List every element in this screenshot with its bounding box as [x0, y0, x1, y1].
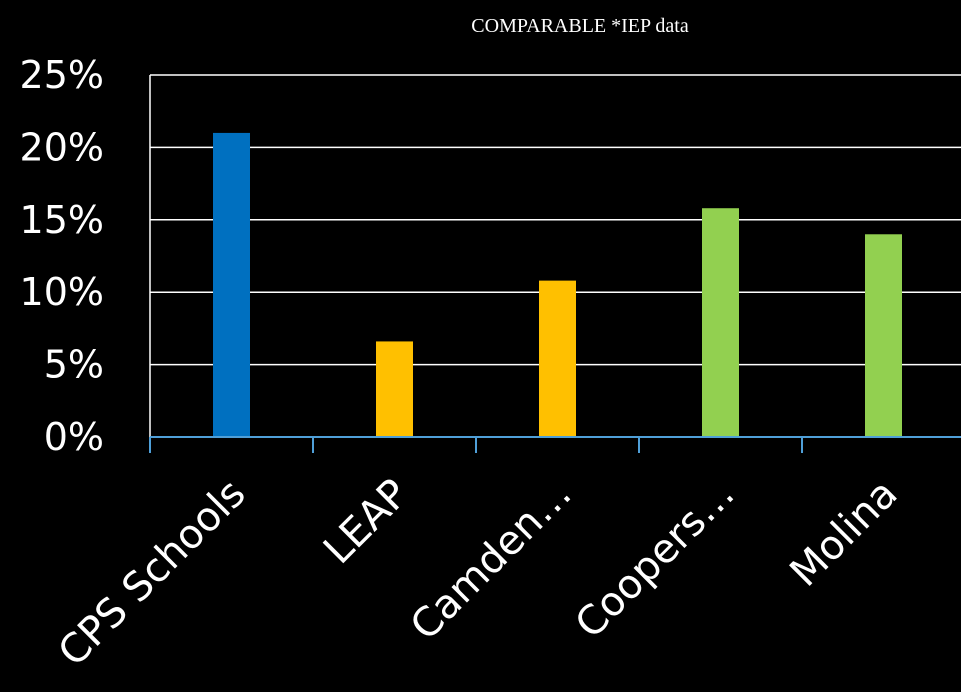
bar-1: [213, 132, 250, 438]
chart-title: COMPARABLE *IEP data: [471, 15, 689, 37]
x-tick-label: LEAP: [315, 471, 418, 574]
y-tick-label: 5%: [44, 343, 104, 387]
x-tick-label: Camden…: [402, 471, 581, 650]
y-tick-label: 10%: [20, 270, 104, 314]
y-tick-label: 20%: [20, 125, 104, 169]
bar-3: [539, 280, 576, 437]
bars: [213, 132, 902, 438]
bar-4: [702, 208, 739, 437]
y-tick-label: 0%: [44, 415, 104, 459]
bar-5: [865, 234, 902, 437]
x-tick-label: CPS Schools: [50, 471, 255, 676]
y-tick-label: 15%: [20, 198, 104, 242]
y-tick-label: 25%: [20, 53, 104, 97]
x-tick-label: Coopers…: [567, 471, 744, 648]
y-axis: 0% 5% 10% 15% 20% 25%: [20, 53, 151, 459]
gridlines: [150, 74, 961, 366]
x-tick-label: Molina: [781, 471, 906, 596]
bar-2: [376, 341, 413, 437]
